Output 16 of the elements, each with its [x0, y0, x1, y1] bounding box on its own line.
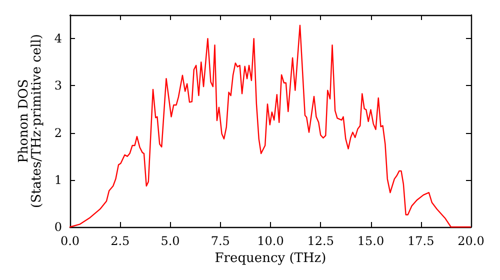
y-tick-label: 3 — [54, 78, 62, 93]
x-tick-label: 20.0 — [458, 234, 484, 248]
y-tick-label: 0 — [54, 220, 62, 234]
x-tick-label: 7.5 — [210, 234, 230, 248]
x-tick-label: 12.5 — [307, 234, 334, 248]
x-tick-label: 10.0 — [257, 234, 284, 248]
x-tick-label: 0.0 — [60, 234, 80, 248]
x-tick-label: 5.0 — [160, 234, 180, 248]
x-tick-label: 15.0 — [357, 234, 384, 248]
x-axis-title: Frequency (THz) — [214, 250, 326, 266]
y-tick-label: 2 — [54, 126, 62, 140]
y-axis-title: Phonon DOS (States/THz·primitive cell) — [16, 34, 44, 208]
y-tick-label: 1 — [54, 172, 62, 187]
x-tick-label: 17.5 — [408, 234, 434, 248]
y-tick-label: 4 — [54, 32, 62, 46]
x-tick-label: 2.5 — [110, 234, 130, 248]
